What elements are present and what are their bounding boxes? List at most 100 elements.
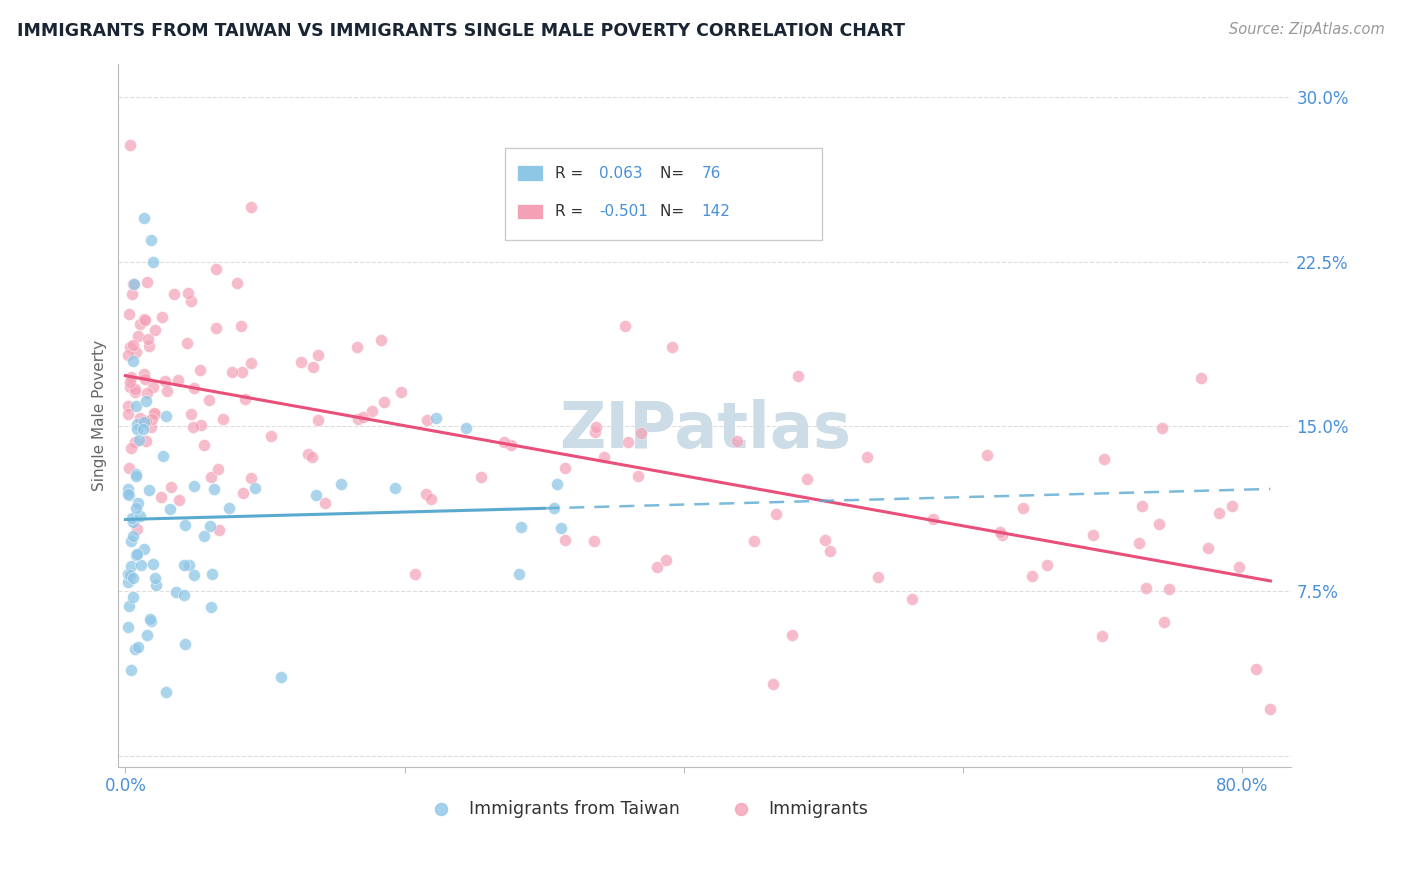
Point [136, 628, 159, 642]
Point [124, 344, 146, 359]
Point [922, 512, 945, 526]
Point [1159, 582, 1181, 596]
Point [1189, 371, 1212, 385]
Text: 76: 76 [702, 166, 721, 180]
Point [118, 379, 141, 393]
Point [290, 354, 312, 368]
Point [167, 373, 190, 387]
Point [118, 599, 141, 614]
Point [152, 450, 174, 464]
Point [373, 395, 395, 409]
Point [120, 533, 142, 548]
Point [138, 483, 160, 498]
Point [1135, 581, 1157, 595]
Point [132, 541, 155, 556]
Point [370, 333, 392, 347]
Point [142, 379, 165, 393]
Point [125, 549, 148, 563]
Point [583, 425, 606, 439]
Point [655, 553, 678, 567]
Point [297, 446, 319, 460]
Point [120, 558, 142, 573]
Point [901, 592, 924, 607]
Point [508, 566, 530, 581]
Point [177, 286, 200, 301]
Point [202, 482, 225, 496]
Point [305, 488, 328, 502]
Point [762, 677, 785, 691]
Point [470, 469, 492, 483]
Point [190, 363, 212, 377]
Text: 0.063: 0.063 [599, 166, 643, 180]
Point [180, 407, 202, 421]
Point [173, 637, 195, 651]
Point [1081, 528, 1104, 542]
Point [976, 449, 998, 463]
Text: IMMIGRANTS FROM TAIWAN VS IMMIGRANTS SINGLE MALE POVERTY CORRELATION CHART: IMMIGRANTS FROM TAIWAN VS IMMIGRANTS SIN… [17, 22, 905, 40]
Point [153, 374, 176, 388]
Point [1092, 451, 1115, 466]
Point [193, 528, 215, 542]
Point [1258, 702, 1281, 716]
Point [1227, 559, 1250, 574]
Point [1036, 558, 1059, 573]
Point [1220, 499, 1243, 513]
Point [212, 411, 235, 425]
Point [814, 533, 837, 548]
Point [198, 393, 221, 408]
Point [240, 200, 263, 214]
Point [193, 438, 215, 452]
Point [117, 407, 139, 421]
Point [307, 349, 329, 363]
Point [155, 409, 177, 424]
Point [1130, 500, 1153, 514]
Point [218, 501, 240, 516]
Point [124, 382, 146, 396]
Point [122, 571, 145, 585]
Point [159, 480, 181, 494]
Point [554, 460, 576, 475]
Text: N=: N= [661, 204, 689, 219]
Point [1150, 421, 1173, 435]
Point [124, 384, 146, 399]
Point [201, 567, 224, 582]
Point [181, 419, 204, 434]
Text: R =: R = [555, 166, 588, 180]
Point [780, 628, 803, 642]
Point [128, 434, 150, 448]
Point [1011, 500, 1033, 515]
Point [129, 410, 152, 425]
Point [122, 338, 145, 352]
Point [120, 370, 142, 384]
Point [134, 311, 156, 326]
Point [645, 560, 668, 574]
Point [231, 365, 253, 379]
Point [128, 508, 150, 523]
Point [229, 319, 252, 334]
Point [122, 354, 145, 368]
Point [124, 467, 146, 482]
Point [141, 420, 163, 434]
Point [183, 381, 205, 395]
Point [125, 469, 148, 483]
Point [416, 412, 439, 426]
Point [135, 394, 157, 409]
Point [1208, 506, 1230, 520]
Point [301, 450, 323, 465]
Point [139, 233, 162, 247]
Text: -0.501: -0.501 [599, 204, 648, 219]
Point [425, 410, 447, 425]
Point [198, 518, 221, 533]
Point [118, 461, 141, 475]
Point [124, 501, 146, 516]
Point [118, 375, 141, 389]
Point [204, 321, 226, 335]
Point [122, 529, 145, 543]
Point [135, 386, 157, 401]
Text: N=: N= [661, 166, 689, 180]
Point [200, 599, 222, 614]
Point [132, 422, 155, 436]
Point [270, 670, 292, 684]
Point [127, 328, 149, 343]
Point [117, 566, 139, 581]
